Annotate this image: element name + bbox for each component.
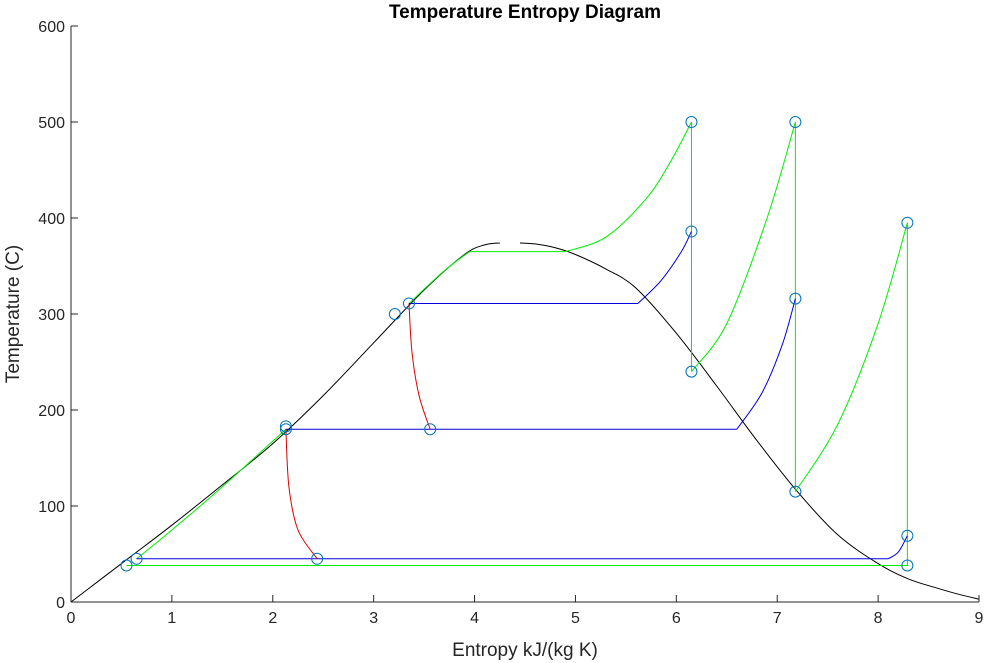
series-line-green-6	[565, 121, 692, 253]
x-tick-label: 5	[571, 610, 580, 627]
y-axis-label: Temperature (C)	[3, 245, 24, 383]
state-point-marker-1	[130, 552, 143, 565]
state-point-marker-16	[901, 559, 914, 572]
y-tick-label: 300	[38, 307, 65, 324]
series-line-green-8	[691, 121, 796, 372]
series-line-dome-0	[70, 242, 500, 603]
state-point-marker-12	[789, 292, 802, 305]
state-point-marker-11	[789, 116, 802, 128]
y-tick-label: 400	[38, 211, 65, 228]
series-line-red-18	[285, 429, 318, 560]
x-tick-label: 2	[268, 610, 277, 627]
state-point-marker-13	[789, 485, 802, 498]
y-tick-label: 0	[56, 595, 65, 612]
x-axis-label: Entropy kJ/(kg K)	[452, 640, 598, 661]
state-point-marker-10	[685, 365, 698, 378]
y-tick-label: 600	[38, 19, 65, 36]
x-tick-label: 9	[975, 610, 984, 627]
state-point-marker-0	[120, 559, 133, 572]
series-line-blue-15	[736, 298, 796, 430]
state-point-marker-4	[311, 552, 324, 565]
x-tick-label: 7	[773, 610, 782, 627]
series-line-green-10	[794, 222, 908, 492]
y-tick-label: 100	[38, 499, 65, 516]
series-line-green-4	[408, 251, 470, 304]
series-line-blue-17	[637, 231, 692, 304]
plot-area	[70, 116, 980, 603]
state-point-marker-6	[402, 297, 415, 310]
x-tick-label: 6	[672, 610, 681, 627]
x-tick-label: 1	[167, 610, 176, 627]
x-tick-label: 3	[369, 610, 378, 627]
y-tick-label: 500	[38, 115, 65, 132]
axes: 0 1 2 3 4 5 6 7 8 9 0 100 200 300 400 500 600	[38, 19, 983, 627]
state-point-marker-8	[685, 116, 698, 128]
state-point-marker-3	[279, 420, 292, 433]
state-point-marker-9	[685, 225, 698, 238]
x-tick-label: 0	[67, 610, 76, 627]
state-point-marker-15	[901, 529, 914, 542]
x-tick-label: 8	[874, 610, 883, 627]
series-line-green-3	[136, 428, 287, 560]
chart-title: Temperature Entropy Diagram	[389, 2, 661, 23]
state-point-marker-14	[901, 216, 914, 229]
state-point-marker-2	[279, 423, 292, 436]
y-tick-label: 200	[38, 403, 65, 420]
series-line-red-19	[408, 303, 431, 430]
series-line-blue-13	[887, 535, 908, 560]
state-point-marker-5	[388, 308, 401, 320]
state-point-marker-7	[424, 423, 437, 436]
series-line-dome-1	[519, 242, 980, 600]
x-tick-label: 4	[470, 610, 479, 627]
